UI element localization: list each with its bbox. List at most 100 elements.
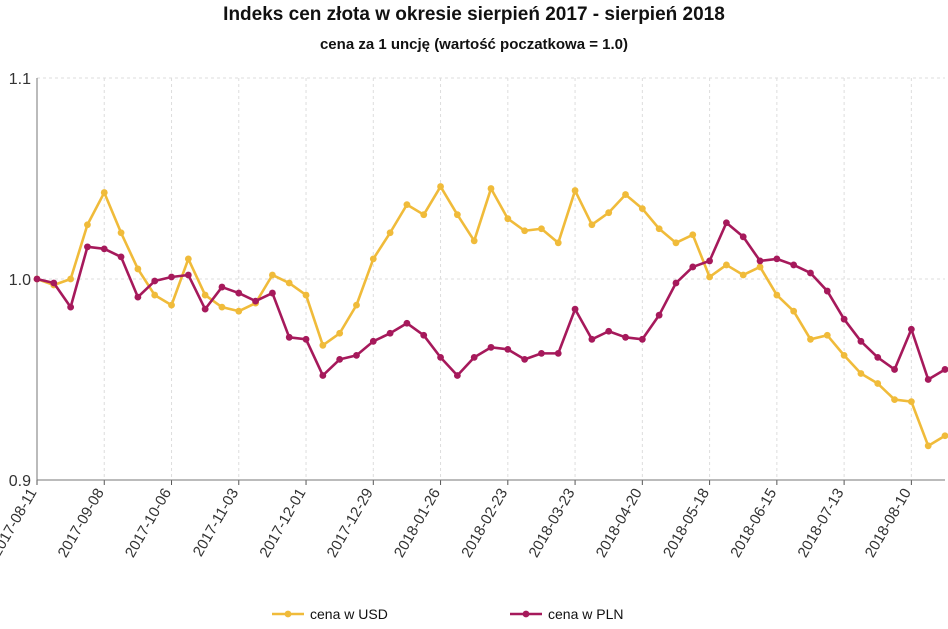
data-point [504, 345, 512, 353]
data-point [235, 307, 243, 315]
data-point [319, 341, 327, 349]
data-point [218, 283, 226, 291]
data-point [907, 325, 915, 333]
data-point [739, 271, 747, 279]
data-point [453, 372, 461, 379]
data-point [285, 279, 293, 287]
chart-subtitle: cena za 1 uncję (wartość poczatkowa = 1.… [319, 36, 629, 53]
data-point [521, 227, 529, 235]
data-point [807, 269, 814, 277]
data-point [588, 221, 596, 229]
data-point [134, 265, 142, 273]
data-point [891, 366, 898, 373]
data-point [706, 257, 713, 265]
data-point [706, 273, 713, 281]
data-point [571, 187, 579, 194]
y-tick-label: 1.1 [9, 71, 31, 88]
data-point [773, 291, 781, 299]
data-point [403, 319, 411, 327]
data-point [168, 301, 175, 309]
data-point [739, 233, 747, 241]
x-tick-label: 2017-12-01 [256, 486, 309, 561]
x-tick-label: 2017-08-11 [0, 486, 40, 560]
legend-label: cena w PLN [548, 606, 623, 622]
data-point [403, 201, 411, 209]
data-point [302, 291, 310, 299]
data-point [655, 311, 663, 319]
data-point [504, 215, 512, 223]
data-point [790, 261, 798, 269]
data-point [285, 333, 293, 341]
data-point [201, 291, 209, 299]
data-point [437, 183, 444, 190]
x-tick-label: 2018-05-18 [660, 486, 713, 561]
data-point [807, 335, 814, 343]
data-point [790, 307, 798, 315]
data-point [554, 239, 562, 247]
data-point [756, 257, 764, 265]
data-point [84, 221, 91, 229]
data-point [33, 275, 41, 283]
data-point [907, 398, 915, 406]
data-point [453, 211, 461, 219]
data-point [84, 243, 91, 251]
x-tick-label: 2018-02-23 [458, 486, 511, 561]
data-point [874, 380, 882, 387]
data-point [941, 366, 948, 373]
data-point [269, 289, 276, 297]
data-point [756, 263, 764, 271]
data-point [638, 335, 646, 343]
data-point [201, 305, 209, 313]
data-point [218, 303, 226, 311]
axis-layer: 0.9 1.0 1.1 2017-08-11 2017-09-08 2017-10-06 2… [0, 71, 945, 560]
legend-label: cena w USD [310, 606, 388, 622]
data-point [269, 271, 276, 279]
data-point [538, 225, 545, 233]
data-point [605, 327, 613, 335]
y-tick-label: 0.9 [9, 473, 31, 490]
x-tick-label: 2017-09-08 [55, 486, 108, 561]
data-point [437, 353, 444, 361]
data-point [50, 279, 58, 287]
x-tick-label: 2018-06-15 [727, 486, 780, 561]
data-point [723, 261, 730, 269]
data-point [571, 305, 579, 313]
data-point [487, 343, 495, 351]
data-point [672, 279, 680, 287]
x-tick-label: 2017-12-29 [324, 486, 377, 561]
data-point [336, 356, 344, 363]
data-point [353, 301, 360, 309]
data-point [100, 245, 108, 253]
data-point [655, 225, 663, 233]
data-point [353, 351, 360, 359]
data-point [857, 337, 865, 345]
data-point [67, 303, 75, 311]
data-point [840, 315, 848, 323]
series-line-usd [36, 185, 946, 448]
data-point [840, 351, 848, 359]
x-tick-label: 2018-03-23 [525, 486, 578, 561]
data-point [689, 263, 697, 271]
data-point [151, 277, 159, 285]
data-point [168, 273, 175, 281]
y-tick-label: 1.0 [9, 272, 31, 289]
x-tick-label: 2018-04-20 [593, 486, 646, 561]
data-point [924, 442, 932, 450]
data-point [184, 255, 192, 263]
data-point [823, 331, 831, 339]
data-point [151, 291, 159, 299]
data-point [117, 229, 125, 237]
data-point [336, 329, 344, 337]
data-point [420, 331, 428, 339]
data-point [622, 333, 629, 341]
data-point [235, 289, 243, 297]
x-tick-label: 2018-01-26 [391, 486, 444, 561]
data-point [723, 219, 730, 227]
x-tick-label: 2018-07-13 [794, 486, 847, 561]
legend-swatch-marker [522, 610, 530, 618]
data-point [823, 287, 831, 295]
data-point [857, 370, 865, 377]
data-point [689, 231, 697, 239]
data-point [386, 229, 394, 237]
